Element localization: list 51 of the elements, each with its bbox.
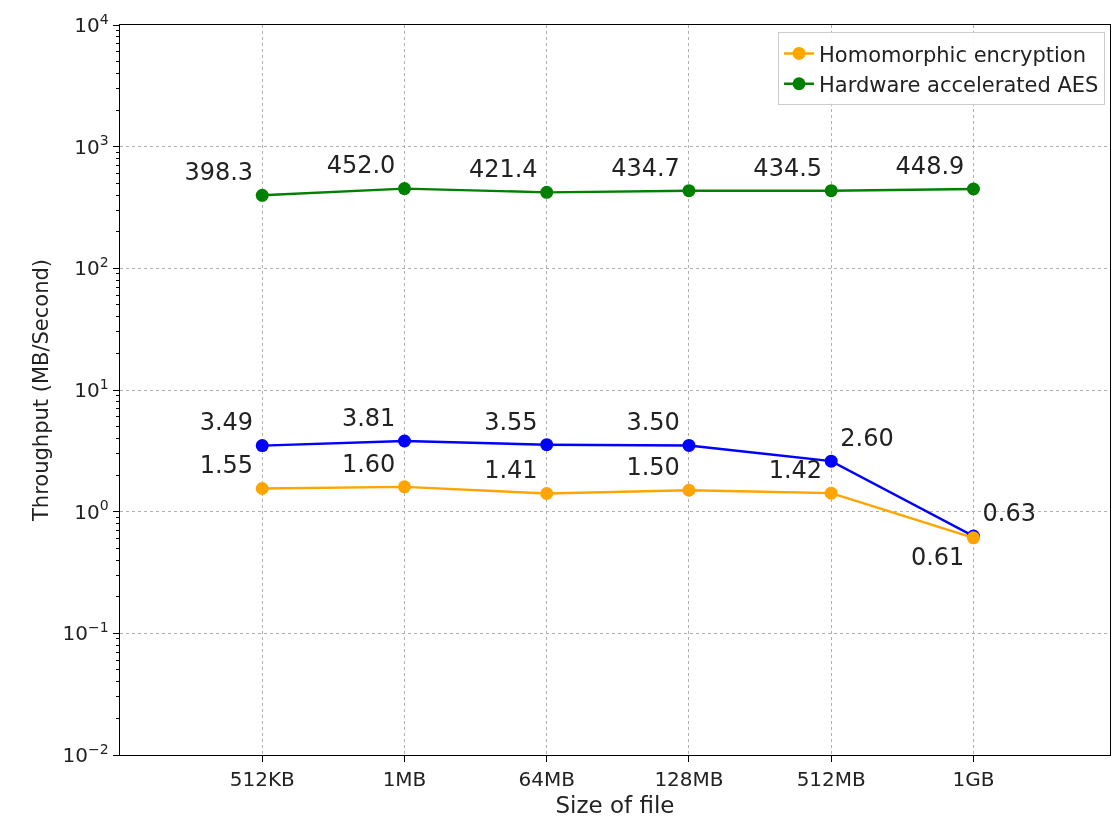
x-tick-label: 128MB: [654, 767, 724, 792]
data-label: 0.61: [910, 542, 965, 571]
data-label: 3.49: [199, 408, 254, 437]
point: [682, 184, 696, 198]
point: [540, 438, 554, 452]
point: [824, 486, 838, 500]
data-label: 1.50: [626, 453, 680, 482]
data-label: 1.55: [199, 451, 254, 480]
point: [397, 182, 411, 196]
data-label: 1.60: [341, 449, 396, 478]
data-label: 3.81: [341, 403, 396, 432]
point: [255, 482, 269, 495]
x-tick-label: 512MB: [796, 767, 866, 792]
data-label: 2.60: [840, 424, 894, 453]
point: [255, 188, 269, 202]
point: [255, 439, 269, 453]
data-label: 3.50: [626, 408, 680, 437]
x-tick-label: 1GB: [952, 767, 995, 792]
data-label: 1.41: [484, 456, 538, 485]
legend-label: Homomorphic encryption: [819, 42, 1087, 67]
x-tick-label: 64MB: [518, 767, 575, 792]
y-axis-title: Throughput (MB/Second): [28, 259, 53, 522]
data-label: 0.63: [982, 498, 1037, 527]
y-tick-label: 10$^{−2}$: [62, 740, 109, 767]
point: [682, 483, 696, 497]
data-label: 448.9: [895, 151, 965, 180]
point: [682, 438, 696, 452]
x-tick-label: 1MB: [382, 767, 427, 792]
point: [824, 454, 838, 468]
y-tick-label: 10$^{1}$: [74, 375, 109, 402]
x-axis-title: Size of file: [555, 791, 675, 818]
point: [397, 434, 411, 448]
y-tick-label: 10$^{3}$: [74, 132, 109, 159]
data-label: 452.0: [326, 151, 396, 180]
point: [540, 487, 554, 500]
data-label: 434.7: [611, 153, 680, 182]
point: [540, 185, 554, 199]
legend-label: Hardware accelerated AES: [819, 72, 1099, 97]
data-label: 1.42: [768, 456, 823, 485]
data-label: 398.3: [184, 158, 254, 187]
data-label: 434.5: [753, 153, 823, 182]
x-tick-label: 512KB: [229, 767, 295, 792]
y-tick-label: 10$^{0}$: [74, 497, 109, 524]
point: [397, 480, 411, 494]
y-tick-label: 10$^{2}$: [74, 253, 109, 281]
point: [966, 182, 980, 196]
data-label: 421.4: [468, 155, 538, 184]
data-label: 3.55: [484, 407, 538, 436]
y-tick-label: 10$^{−1}$: [62, 618, 109, 646]
point: [824, 184, 838, 198]
y-tick-label: 10$^{4}$: [74, 10, 109, 37]
